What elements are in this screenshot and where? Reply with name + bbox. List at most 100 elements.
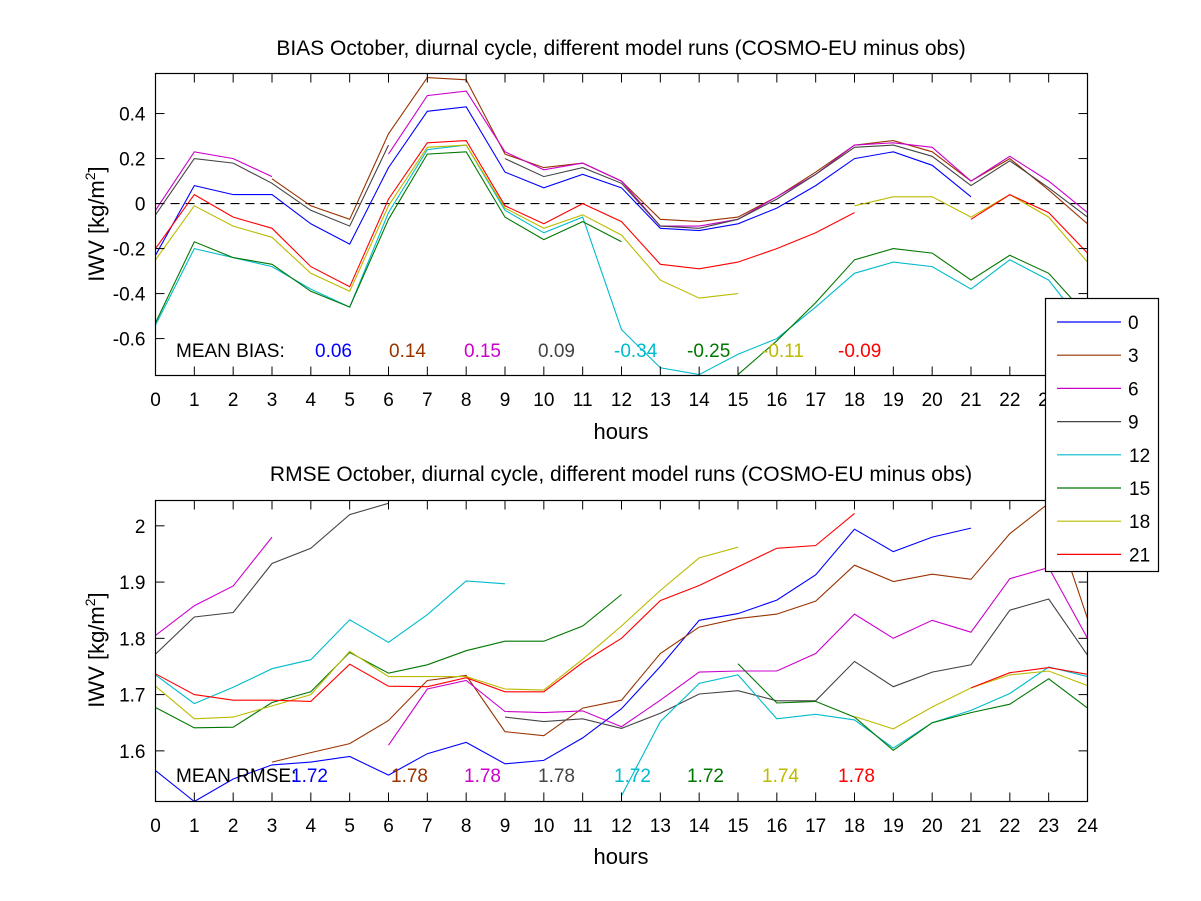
rmse-y-tick-label: 2 (135, 517, 146, 538)
bias-x-tick-label: 8 (461, 390, 472, 411)
bias-x-tick-label: 7 (422, 390, 433, 411)
rmse-series-15-line (155, 594, 622, 729)
legend-item-0: 0 (1057, 313, 1139, 334)
bias-mean-value-6: 0.15 (464, 341, 501, 362)
rmse-y-axis-label-main: IWV [kg/m (84, 606, 109, 707)
bias-series-21-line (970, 193, 1088, 254)
rmse-series-12-line (621, 666, 1088, 797)
bias-x-tick-label: 0 (150, 390, 161, 411)
bias-x-tick-label: 22 (999, 390, 1020, 411)
bias-series-18-line (155, 144, 739, 299)
rmse-x-tick-label: 20 (922, 816, 943, 837)
rmse-x-tick-label: 8 (461, 816, 472, 837)
bias-chart: BIAS October, diurnal cycle, different m… (82, 37, 1089, 444)
bias-y-axis-label: IWV [kg/m2] (82, 166, 109, 281)
rmse-series-21-line (970, 667, 1088, 689)
bias-x-tick-label: 21 (960, 390, 981, 411)
rmse-series-15-line (737, 663, 1088, 751)
rmse-series-6-line (388, 566, 1088, 746)
legend-label-12: 12 (1129, 446, 1150, 467)
bias-mean-value-3: 0.14 (389, 341, 426, 362)
rmse-series-group (155, 502, 1088, 802)
bias-y-tick-label: 0.4 (119, 105, 146, 126)
rmse-series-21-line (155, 512, 855, 702)
bias-x-tick-label: 1 (189, 390, 200, 411)
legend-item-12: 12 (1057, 446, 1150, 467)
rmse-x-tick-label: 16 (766, 816, 787, 837)
bias-y-tick-label: -0.2 (113, 240, 146, 261)
rmse-series-3-line (271, 502, 1088, 763)
rmse-x-tick-label: 11 (573, 816, 593, 837)
bias-series-9-line (504, 144, 1088, 229)
bias-x-tick-label: 14 (689, 390, 711, 411)
rmse-y-axis: 1.6 1.7 1.8 1.9 2 (119, 517, 1088, 763)
rmse-x-tick-label: 7 (422, 816, 433, 837)
rmse-x-tick-label: 13 (650, 816, 671, 837)
rmse-series-9-line (155, 502, 389, 655)
rmse-chart: RMSE October, diurnal cycle, different m… (82, 463, 1098, 869)
rmse-mean-value-15: 1.72 (687, 766, 724, 787)
rmse-mean-annotations: MEAN RMSE: 1.72 1.78 1.78 1.78 1.72 1.72 1.74 1… (176, 766, 875, 787)
bias-chart-title: BIAS October, diurnal cycle, different m… (276, 37, 965, 60)
rmse-mean-value-0: 1.72 (291, 766, 328, 787)
rmse-mean-value-3: 1.78 (391, 766, 428, 787)
rmse-x-tick-label: 21 (960, 816, 981, 837)
bias-x-tick-label: 17 (805, 390, 826, 411)
legend-item-21: 21 (1057, 545, 1150, 566)
rmse-series-6-line (155, 536, 273, 636)
bias-x-tick-label: 10 (533, 390, 554, 411)
rmse-x-tick-label: 17 (805, 816, 826, 837)
rmse-y-tick-label: 1.7 (119, 686, 145, 707)
bias-series-6-line (155, 151, 273, 211)
bias-mean-value-12: -0.34 (614, 341, 658, 362)
rmse-y-axis-label: IWV [kg/m2] (82, 592, 109, 707)
bias-x-axis-label: hours (593, 419, 648, 444)
bias-y-axis-label-end: ] (84, 166, 109, 172)
bias-series-0-line (155, 106, 972, 256)
rmse-x-axis: 0 1 2 3 4 5 6 7 8 9 10 11 12 13 14 15 16 17 18 19 20 21 22 23 24 (150, 500, 1098, 837)
legend-item-18: 18 (1057, 512, 1150, 533)
bias-x-tick-label: 19 (883, 390, 904, 411)
bias-x-tick-label: 6 (383, 390, 394, 411)
bias-series-9-line (155, 144, 389, 227)
rmse-x-tick-label: 0 (150, 816, 161, 837)
rmse-y-axis-label-sup: 2 (82, 598, 98, 606)
bias-series-15-line (155, 151, 622, 324)
rmse-series-9-line (504, 598, 1088, 729)
bias-x-tick-label: 3 (267, 390, 278, 411)
bias-x-tick-label: 15 (727, 390, 748, 411)
bias-series-15-line (737, 248, 1088, 376)
bias-y-tick-label: 0.2 (119, 150, 145, 171)
rmse-y-tick-label: 1.9 (119, 573, 145, 594)
rmse-x-tick-label: 12 (611, 816, 632, 837)
rmse-y-tick-label: 1.6 (119, 742, 145, 763)
bias-x-tick-label: 18 (844, 390, 865, 411)
rmse-x-tick-label: 4 (306, 816, 317, 837)
rmse-x-tick-label: 1 (189, 816, 200, 837)
rmse-x-tick-label: 5 (344, 816, 355, 837)
legend-item-3: 3 (1057, 346, 1139, 367)
bias-mean-value-21: -0.09 (838, 341, 881, 362)
bias-series-18-line (854, 193, 1088, 263)
bias-x-tick-label: 4 (306, 390, 317, 411)
rmse-x-tick-label: 6 (383, 816, 394, 837)
rmse-x-axis-label: hours (593, 844, 648, 869)
rmse-chart-title: RMSE October, diurnal cycle, different m… (270, 463, 972, 486)
legend: 0 3 6 9 12 15 18 21 (1044, 297, 1160, 573)
rmse-y-axis-label-end: ] (84, 592, 109, 598)
rmse-mean-value-6: 1.78 (464, 766, 501, 787)
bias-y-axis-label-sup: 2 (82, 172, 98, 180)
rmse-mean-value-18: 1.74 (762, 766, 799, 787)
bias-series-3-line (271, 77, 1088, 225)
legend-label-3: 3 (1128, 346, 1139, 367)
bias-y-tick-label: 0 (135, 195, 146, 216)
bias-y-tick-label: -0.4 (113, 285, 146, 306)
bias-y-tick-label: -0.6 (113, 330, 146, 351)
rmse-x-tick-label: 15 (727, 816, 748, 837)
bias-y-axis-label-main: IWV [kg/m (84, 180, 109, 281)
rmse-series-12-line (155, 580, 506, 705)
rmse-x-tick-label: 9 (500, 816, 511, 837)
legend-label-6: 6 (1128, 379, 1139, 400)
bias-series-21-line (155, 140, 855, 288)
